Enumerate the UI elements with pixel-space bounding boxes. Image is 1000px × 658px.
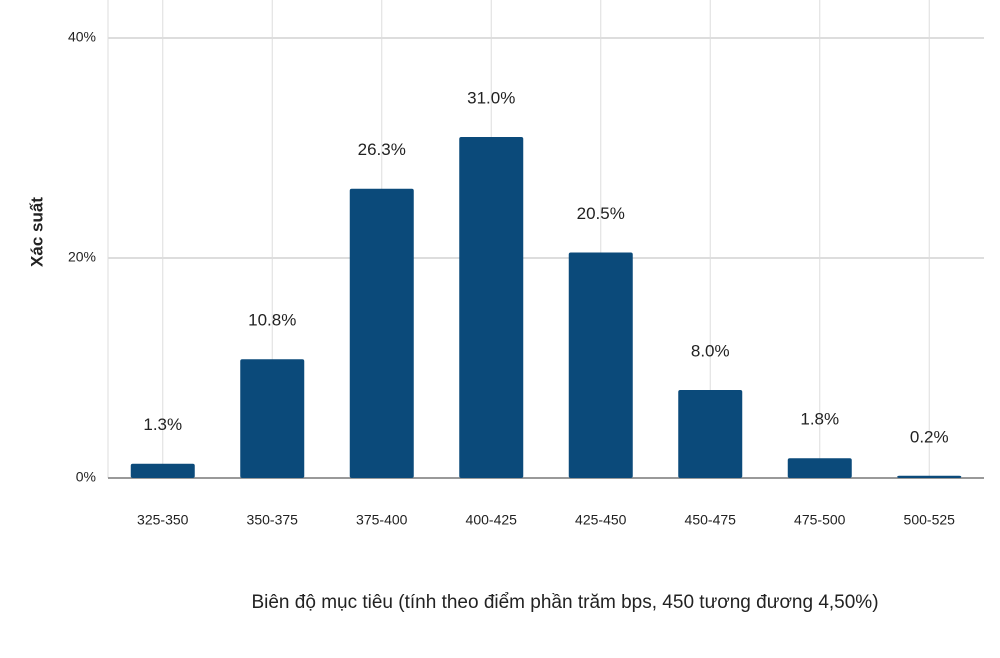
y-axis-title: Xác suất	[27, 197, 46, 267]
y-tick-label: 40%	[68, 29, 96, 45]
x-tick-label: 500-525	[904, 512, 956, 528]
x-tick-label: 475-500	[794, 512, 846, 528]
value-label: 0.2%	[910, 427, 949, 446]
bar	[678, 390, 743, 478]
bar	[240, 359, 305, 478]
x-tick-label: 325-350	[137, 512, 189, 528]
x-tick-label: 400-425	[466, 512, 518, 528]
bar	[787, 458, 852, 478]
value-label: 1.3%	[143, 415, 182, 434]
bar	[459, 137, 524, 478]
value-label: 31.0%	[467, 88, 515, 107]
bar	[349, 188, 414, 478]
value-label: 26.3%	[358, 140, 406, 159]
x-tick-label: 375-400	[356, 512, 408, 528]
y-tick-label: 20%	[68, 249, 96, 265]
bar	[568, 252, 633, 478]
x-tick-label: 450-475	[685, 512, 737, 528]
x-tick-label: 350-375	[247, 512, 299, 528]
x-tick-label: 425-450	[575, 512, 627, 528]
bar	[130, 463, 195, 478]
bar	[897, 475, 962, 478]
x-axis-title: Biên độ mục tiêu (tính theo điểm phần tr…	[251, 592, 878, 613]
value-label: 20.5%	[577, 204, 625, 223]
value-label: 8.0%	[691, 341, 730, 360]
value-label: 1.8%	[800, 410, 839, 429]
value-label: 10.8%	[248, 311, 296, 330]
y-tick-label: 0%	[76, 469, 96, 485]
